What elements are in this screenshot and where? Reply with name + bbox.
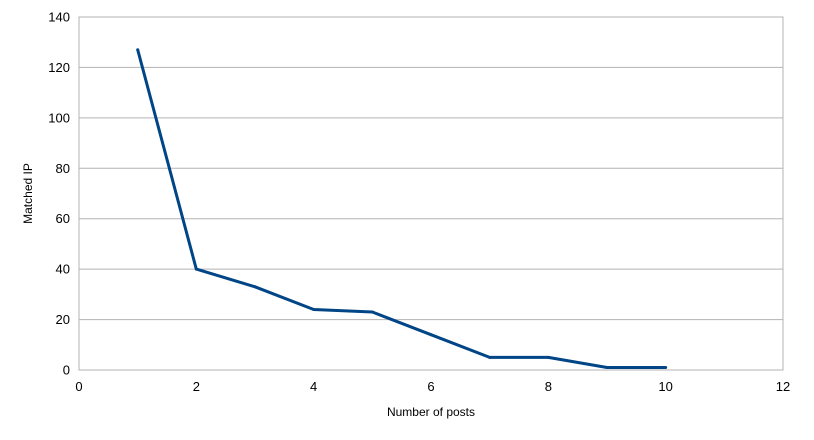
y-tick-label: 120 — [48, 60, 70, 75]
y-tick-label: 40 — [56, 262, 70, 277]
data-point — [546, 355, 550, 359]
series-layer — [136, 48, 668, 369]
x-tick-label: 10 — [658, 379, 672, 394]
y-tick-label: 60 — [56, 211, 70, 226]
x-axis-title: Number of posts — [387, 405, 475, 419]
y-tick-label: 100 — [48, 110, 70, 125]
data-point — [370, 310, 374, 314]
x-tick-label: 2 — [193, 379, 200, 394]
x-tick-label: 12 — [776, 379, 790, 394]
x-tick-label: 6 — [427, 379, 434, 394]
data-point — [136, 48, 140, 52]
data-point — [194, 267, 198, 271]
y-tick-label: 140 — [48, 10, 70, 25]
plot-area-frame — [78, 16, 784, 371]
series-line-0 — [136, 49, 666, 369]
x-tick-label: 8 — [545, 379, 552, 394]
data-point — [253, 285, 257, 289]
y-tick-labels: 0 20 40 60 80 100 120 140 — [48, 10, 70, 378]
data-point — [605, 365, 609, 369]
y-tick-label: 80 — [56, 161, 70, 176]
x-tick-labels: 0 2 4 6 8 10 12 — [75, 379, 790, 394]
y-tick-label: 0 — [63, 363, 70, 378]
y-axis-title: Matched IP — [21, 163, 35, 224]
data-point — [429, 333, 433, 337]
x-tick-label: 0 — [75, 379, 82, 394]
data-point — [312, 307, 316, 311]
data-point — [664, 365, 668, 369]
x-tick-label: 4 — [310, 379, 317, 394]
y-tick-label: 20 — [56, 312, 70, 327]
grid-lines — [79, 16, 783, 371]
data-point — [488, 355, 492, 359]
